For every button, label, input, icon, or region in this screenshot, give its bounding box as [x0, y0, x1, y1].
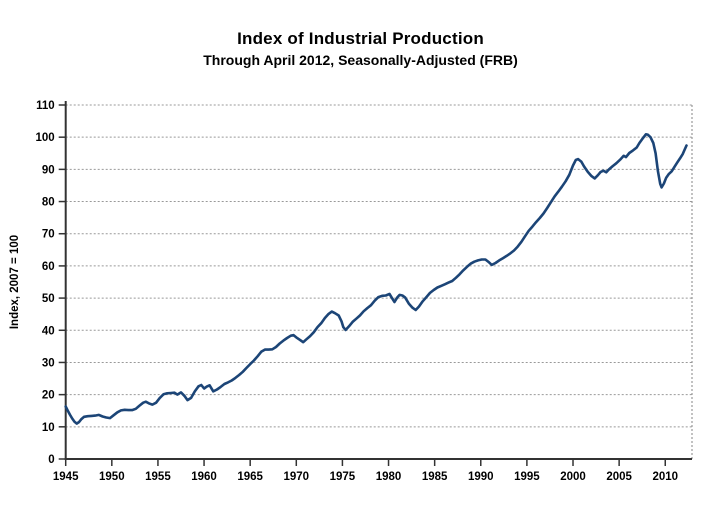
- chart-title: Index of Industrial Production: [237, 29, 484, 48]
- x-tick-label: 1975: [330, 471, 356, 483]
- x-tick-label: 1980: [376, 471, 402, 483]
- x-tick-label: 1965: [237, 471, 263, 483]
- y-tick-label: 100: [36, 132, 55, 144]
- x-tick-label: 1985: [422, 471, 448, 483]
- y-tick-label: 10: [42, 422, 55, 434]
- x-tick-label: 1970: [283, 471, 309, 483]
- y-tick-label: 70: [42, 229, 55, 241]
- y-tick-label: 80: [42, 197, 55, 209]
- y-tick-label: 40: [42, 325, 55, 337]
- data-series-line: [64, 133, 688, 425]
- x-tick-label: 2005: [606, 471, 632, 483]
- y-tick-label: 30: [42, 357, 55, 369]
- x-tick-label: 1995: [514, 471, 540, 483]
- x-tick-label: 2000: [560, 471, 586, 483]
- y-tick-label: 110: [36, 100, 55, 112]
- y-tick-label: 50: [42, 293, 55, 305]
- x-tick-label: 1990: [468, 471, 494, 483]
- y-tick-label: 0: [48, 454, 54, 466]
- y-tick-label: 20: [42, 390, 55, 402]
- y-tick-label: 60: [42, 261, 55, 273]
- y-axis-title: Index, 2007 = 100: [9, 234, 21, 330]
- y-tick-label: 90: [42, 164, 55, 176]
- x-tick-label: 1945: [53, 471, 79, 483]
- x-tick-label: 1950: [99, 471, 125, 483]
- x-tick-label: 1955: [145, 471, 171, 483]
- chart-subtitle: Through April 2012, Seasonally-Adjusted …: [203, 52, 518, 68]
- x-tick-label: 1960: [191, 471, 217, 483]
- x-tick-label: 2010: [652, 471, 678, 483]
